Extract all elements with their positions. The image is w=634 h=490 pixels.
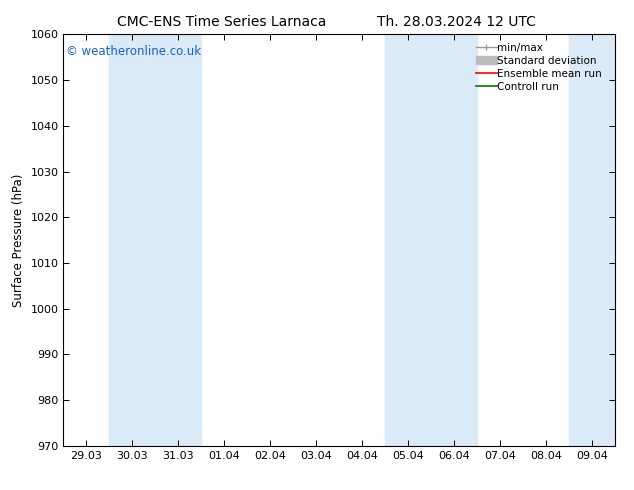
Y-axis label: Surface Pressure (hPa): Surface Pressure (hPa): [12, 173, 25, 307]
Text: © weatheronline.co.uk: © weatheronline.co.uk: [66, 45, 201, 58]
Text: CMC-ENS Time Series Larnaca: CMC-ENS Time Series Larnaca: [117, 15, 327, 29]
Bar: [110, 34, 202, 446]
Text: Th. 28.03.2024 12 UTC: Th. 28.03.2024 12 UTC: [377, 15, 536, 29]
Bar: [385, 34, 477, 446]
Bar: [569, 34, 615, 446]
Legend: min/max, Standard deviation, Ensemble mean run, Controll run: min/max, Standard deviation, Ensemble me…: [473, 40, 610, 95]
